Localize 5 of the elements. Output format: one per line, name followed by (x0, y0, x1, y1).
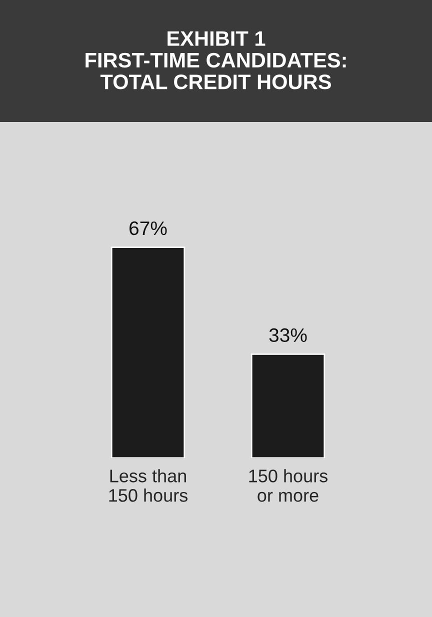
data-label: 67% (130, 221, 167, 236)
data-label: 33% (269, 328, 307, 342)
x-tick-label: 150 hours or more (249, 469, 328, 502)
x-tick-label: Less than 150 hours (109, 469, 188, 502)
chart-title: EXHIBIT 1 FIRST-TIME CANDIDATES: TOTAL CREDIT HOURS (86, 31, 346, 90)
